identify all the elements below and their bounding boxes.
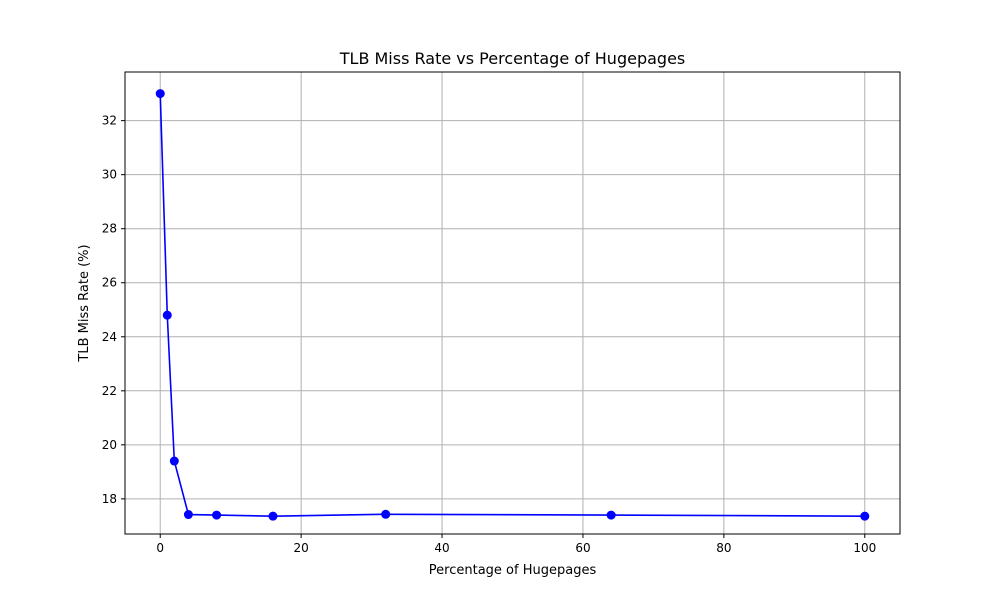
data-point bbox=[606, 510, 616, 520]
plot-frame bbox=[124, 71, 901, 535]
data-point bbox=[212, 510, 222, 520]
chart-title: TLB Miss Rate vs Percentage of Hugepages bbox=[339, 49, 686, 68]
y-tick-label: 32 bbox=[102, 114, 117, 128]
x-axis-label: Percentage of Hugepages bbox=[429, 563, 597, 578]
data-point bbox=[268, 511, 278, 521]
y-tick-label: 20 bbox=[102, 438, 117, 452]
x-tick-label: 80 bbox=[716, 541, 731, 555]
y-tick-label: 22 bbox=[102, 384, 117, 398]
y-tick-label: 18 bbox=[102, 492, 117, 506]
grid bbox=[125, 72, 900, 534]
data-point bbox=[183, 510, 193, 520]
data-point bbox=[162, 310, 172, 320]
x-tick-label: 0 bbox=[156, 541, 164, 555]
data-point bbox=[860, 511, 870, 521]
y-tick-label: 26 bbox=[102, 276, 117, 290]
data-point bbox=[381, 509, 391, 519]
series-layer bbox=[155, 89, 870, 521]
x-tick-label: 40 bbox=[434, 541, 449, 555]
x-tick-label: 20 bbox=[293, 541, 308, 555]
x-tick-label: 100 bbox=[853, 541, 876, 555]
y-tick-label: 24 bbox=[102, 330, 117, 344]
x-axis: 0 20 40 60 80 100 bbox=[156, 534, 876, 555]
data-point bbox=[155, 89, 165, 99]
y-axis: 18 20 22 24 26 28 30 32 bbox=[102, 114, 125, 506]
data-point bbox=[169, 456, 179, 466]
x-tick-label: 60 bbox=[575, 541, 590, 555]
y-tick-label: 28 bbox=[102, 222, 117, 236]
y-axis-label: TLB Miss Rate (%) bbox=[77, 244, 92, 362]
y-tick-label: 30 bbox=[102, 168, 117, 182]
